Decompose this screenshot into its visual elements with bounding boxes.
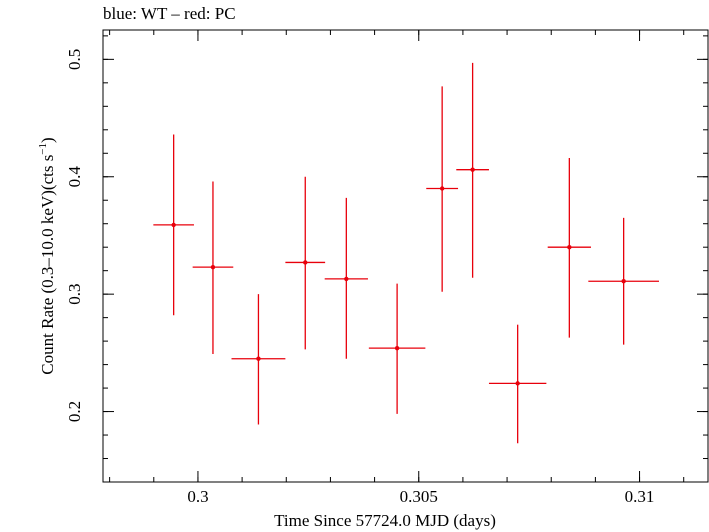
x-axis-label: Time Since 57724.0 MJD (days) (274, 511, 496, 530)
y-tick-label: 0.5 (65, 49, 84, 70)
data-marker (515, 381, 520, 386)
data-point (488, 324, 547, 444)
data-marker (344, 276, 349, 282)
data-point (456, 62, 489, 278)
data-marker (256, 356, 261, 361)
data-point (192, 181, 234, 355)
data-point (231, 294, 286, 425)
chart-title: blue: WT – red: PC (103, 4, 236, 23)
y-tick-label: 0.3 (65, 284, 84, 305)
data-point (285, 176, 326, 350)
data-marker (303, 260, 308, 265)
y-axis-label-main: Count Rate (0.3–10.0 keV)(cts s (38, 155, 57, 375)
data-point (426, 86, 459, 292)
y-tick-label: 0.2 (65, 401, 84, 422)
data-marker (470, 167, 475, 172)
data-point (368, 283, 426, 414)
plot-frame (102, 29, 709, 483)
y-axis-label: Count Rate (0.3–10.0 keV)(cts s−1) (37, 137, 57, 374)
data-marker (210, 264, 216, 270)
tick-labels: 0.3 0.305 0.31 0.2 0.3 0.4 0.5 (65, 49, 654, 506)
y-axis-label-exponent: −1 (37, 143, 49, 155)
axis-ticks (103, 30, 708, 482)
data-points (153, 62, 659, 444)
data-point (588, 217, 659, 345)
data-point (547, 157, 591, 338)
x-tick-label: 0.31 (625, 487, 655, 506)
data-marker (567, 244, 572, 250)
data-marker (394, 345, 400, 351)
data-point (153, 134, 194, 316)
data-point (324, 197, 368, 359)
x-tick-label: 0.3 (187, 487, 208, 506)
y-axis-label-close: ) (38, 137, 57, 143)
data-marker (621, 279, 626, 284)
y-tick-label: 0.4 (65, 166, 84, 188)
data-marker (439, 186, 445, 191)
x-tick-label: 0.305 (400, 487, 438, 506)
data-marker (171, 222, 176, 228)
